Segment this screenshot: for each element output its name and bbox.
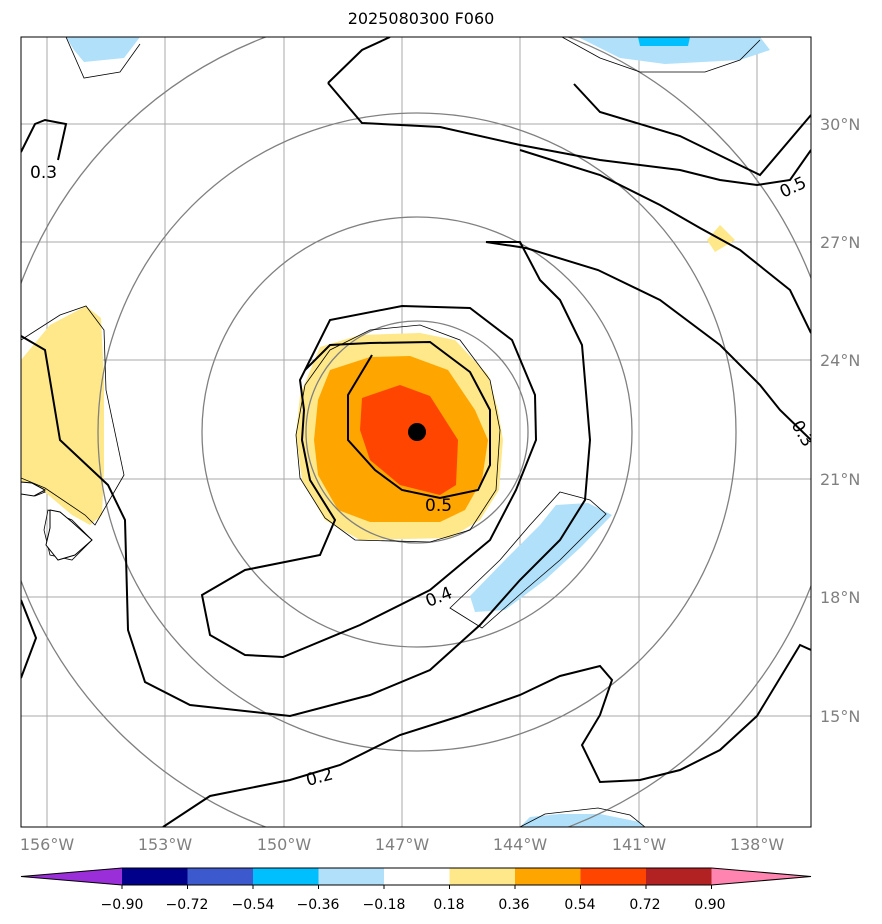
lon-tick: 150°W xyxy=(257,835,312,854)
lat-tick-labels: 30°N 27°N 24°N 21°N 18°N 15°N xyxy=(820,115,860,726)
lon-tick-labels: 156°W 153°W 150°W 147°W 144°W 141°W 138°… xyxy=(20,835,785,854)
colorbar-segment xyxy=(580,868,647,885)
lon-tick: 144°W xyxy=(493,835,548,854)
storm-center-marker xyxy=(408,423,426,441)
colorbar-segment xyxy=(449,868,516,885)
colorbar-segment xyxy=(122,868,188,885)
lat-tick: 21°N xyxy=(820,470,860,489)
lon-tick: 153°W xyxy=(138,835,193,854)
lon-tick: 156°W xyxy=(20,835,75,854)
colorbar-tick: 0.54 xyxy=(564,897,595,913)
contour-lines xyxy=(21,37,811,827)
contour-label: 0.5 xyxy=(425,496,452,516)
contour-label: 0.2 xyxy=(304,764,335,790)
colorbar-ticks: −0.90 −0.72 −0.54 −0.36 −0.18 0.18 0.36 … xyxy=(101,897,726,913)
lat-tick: 30°N xyxy=(820,115,860,134)
colorbar-segment xyxy=(384,868,450,885)
contour-label: 0.3 xyxy=(30,163,57,183)
map-title: 2025080300 F060 xyxy=(347,9,495,28)
colorbar-tick: −0.36 xyxy=(297,897,340,913)
colorbar-tick: −0.90 xyxy=(101,897,144,913)
hawaii-islands xyxy=(21,481,93,561)
map-frame xyxy=(20,36,812,828)
colorbar-tick: 0.72 xyxy=(629,897,660,913)
lat-tick: 15°N xyxy=(820,707,860,726)
contour-label: 0.5 xyxy=(777,173,810,203)
colorbar-extend-low xyxy=(21,868,122,885)
range-rings xyxy=(21,37,811,827)
colorbar-tick: 0.90 xyxy=(694,897,725,913)
colorbar-segment xyxy=(646,868,712,885)
colorbar-tick: −0.72 xyxy=(166,897,209,913)
colorbar-tick: 0.36 xyxy=(498,897,529,913)
lat-tick: 18°N xyxy=(820,588,860,607)
colorbar-segment xyxy=(187,868,254,885)
colorbar-tick: −0.54 xyxy=(232,897,275,913)
colorbar-segment xyxy=(318,868,385,885)
colorbar xyxy=(20,867,812,889)
lon-tick: 138°W xyxy=(730,835,785,854)
lat-tick: 27°N xyxy=(820,233,860,252)
colorbar-extend-high xyxy=(711,868,811,885)
colorbar-tick: 0.18 xyxy=(433,897,464,913)
colorbar-tick: −0.18 xyxy=(363,897,406,913)
shaded-field xyxy=(21,37,770,827)
colorbar-segment xyxy=(253,868,319,885)
lon-tick: 141°W xyxy=(612,835,667,854)
lat-tick: 24°N xyxy=(820,351,860,370)
lon-tick: 147°W xyxy=(375,835,430,854)
colorbar-segment xyxy=(515,868,581,885)
